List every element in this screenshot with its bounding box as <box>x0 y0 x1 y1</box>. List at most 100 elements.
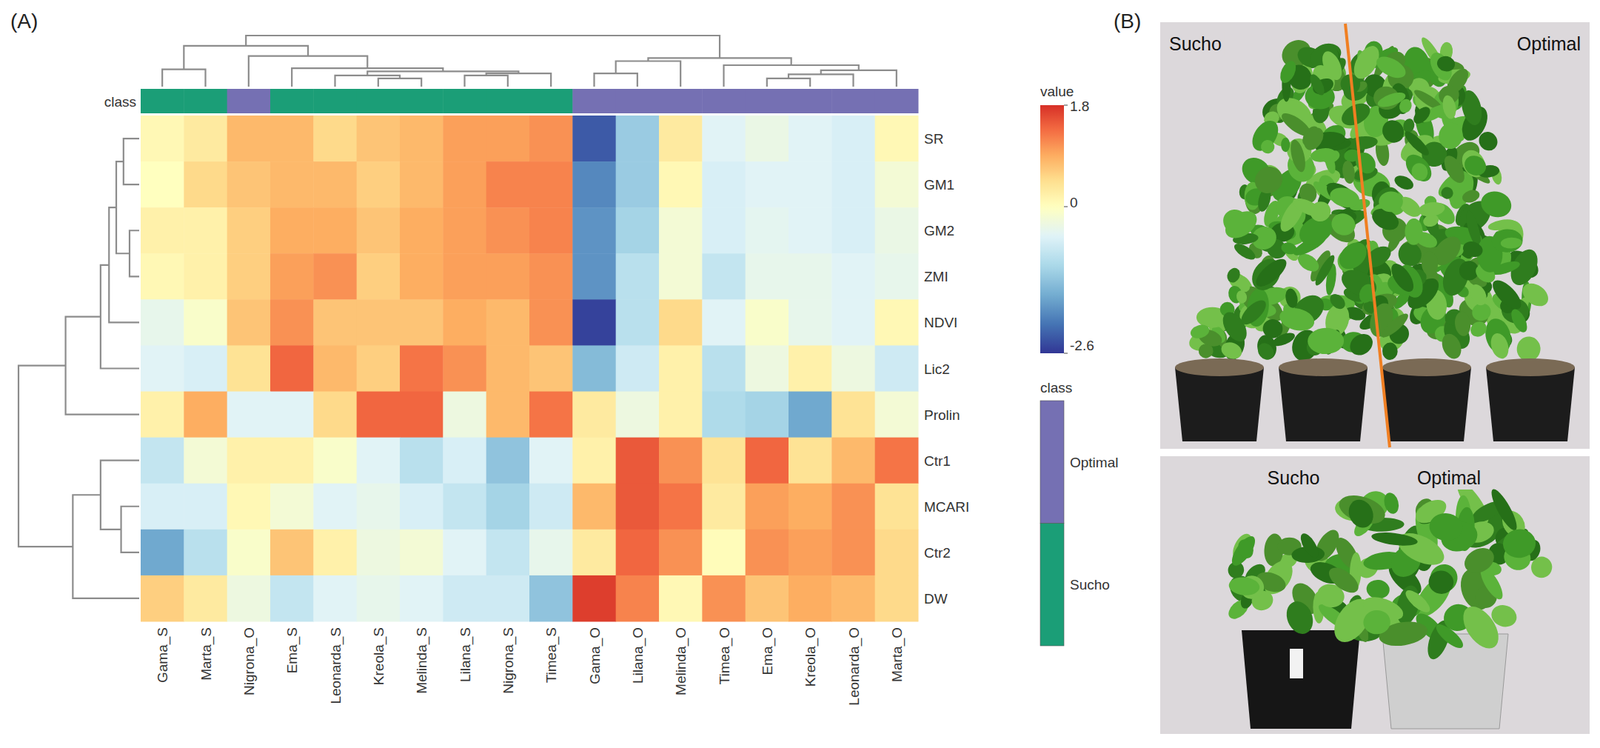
leaf <box>1474 128 1501 155</box>
heatmap-cell <box>486 115 531 163</box>
leaf <box>1487 486 1521 534</box>
photo-label: Optimal <box>1517 33 1581 55</box>
heatmap-cell <box>529 391 574 439</box>
heatmap-cell <box>701 345 746 392</box>
heatmap-cell <box>658 575 703 622</box>
heatmap-cell <box>831 529 876 577</box>
heatmap-cell <box>788 575 833 622</box>
row-label: SR <box>924 131 944 147</box>
dendrogram-link <box>121 506 140 553</box>
heatmap-cell <box>486 483 531 531</box>
heatmap-cell <box>399 575 444 622</box>
heatmap-cell <box>875 299 919 346</box>
leaf <box>1370 530 1418 548</box>
heatmap-cell <box>227 345 271 392</box>
leaf <box>1426 568 1456 597</box>
legend-label: Sucho <box>1069 576 1110 593</box>
heatmap-cell <box>313 161 357 209</box>
column-label: Ema_S <box>284 627 301 674</box>
heatmap-cell <box>486 391 531 439</box>
heatmap-cell <box>616 299 660 346</box>
leaf <box>1432 620 1467 652</box>
heatmap-cell <box>399 529 444 577</box>
leaf <box>1426 48 1457 84</box>
heatmap-cell <box>745 115 790 163</box>
label-patch <box>1264 465 1324 490</box>
class-cell <box>442 88 487 114</box>
pot <box>1278 367 1368 442</box>
heatmap-cell <box>788 437 833 485</box>
heatmap-cell <box>658 161 703 209</box>
dendrogram-link <box>788 74 854 87</box>
heatmap-cell <box>701 115 746 163</box>
colorbar-tick <box>1063 353 1068 354</box>
heatmap-cell <box>442 575 487 622</box>
row-label: ZMI <box>924 268 949 285</box>
heatmap-cell <box>745 299 790 346</box>
dendrogram-link <box>18 365 73 547</box>
legend-swatch <box>1040 400 1064 524</box>
dendrogram-link <box>594 73 638 87</box>
heatmap-cell <box>875 529 919 577</box>
soil <box>1485 358 1575 377</box>
heatmap-cell <box>616 161 660 209</box>
leaf <box>1287 138 1308 174</box>
colorbar-tick <box>1063 206 1068 208</box>
class-cell <box>529 88 574 114</box>
leaf <box>1402 586 1434 616</box>
column-label: Marta_S <box>198 627 215 681</box>
photo-bottom <box>1160 456 1590 734</box>
leaf <box>1365 578 1391 600</box>
row-dendrogram <box>18 138 140 599</box>
heatmap-cell <box>529 207 574 254</box>
dendrogram-link <box>464 75 508 87</box>
leaf <box>1279 240 1298 257</box>
class-cell <box>313 88 357 114</box>
heatmap-cell <box>658 437 703 485</box>
column-label: Marta_O <box>889 627 906 682</box>
heatmap-cell <box>140 299 185 346</box>
heatmap-cell <box>831 115 876 163</box>
leaf <box>1435 54 1457 73</box>
heatmap-cell <box>486 299 531 346</box>
heatmap-cell <box>701 437 746 485</box>
heatmap-cell <box>788 253 833 300</box>
heatmap-cell <box>745 161 790 209</box>
heatmap-cell <box>529 253 574 300</box>
leaf <box>1402 117 1416 135</box>
dendrogram-link <box>724 65 859 87</box>
leaf <box>1235 537 1256 561</box>
figure: (A)classSRGM1GM2ZMINDVILic2ProlinCtr1MCA… <box>0 0 1600 748</box>
heatmap-cell <box>572 529 617 577</box>
leaf <box>1460 151 1489 180</box>
heatmap-cell <box>140 575 185 622</box>
heatmap-cell <box>442 253 487 300</box>
column-label: Ema_O <box>759 627 776 675</box>
heatmap-cell <box>227 115 271 163</box>
leaf <box>1220 205 1262 244</box>
heatmap-cell <box>183 437 228 485</box>
heatmap-cell <box>399 345 444 392</box>
leaf <box>1436 120 1466 152</box>
heatmap-cell <box>701 529 746 577</box>
heatmap-cell <box>745 437 790 485</box>
colorbar <box>1040 105 1064 354</box>
leaf <box>1318 48 1347 83</box>
photo-label: Sucho <box>1267 467 1321 488</box>
heatmap-cell <box>529 529 574 577</box>
leaf <box>1404 218 1424 246</box>
leaf <box>1467 318 1489 340</box>
heatmap-cell <box>745 529 790 577</box>
heatmap-cell <box>442 529 487 577</box>
leaf <box>1361 242 1395 272</box>
heatmap-cell <box>529 115 574 163</box>
heatmap-cell <box>140 529 185 577</box>
dendrogram-link <box>116 161 130 254</box>
heatmap-cell <box>227 483 271 531</box>
heatmap-cell <box>227 391 271 439</box>
heatmap-cell <box>486 437 531 485</box>
heatmap-cell <box>442 345 487 392</box>
heatmap-cell <box>572 207 617 254</box>
heatmap-cell <box>875 345 919 392</box>
heatmap-cell <box>183 207 228 254</box>
